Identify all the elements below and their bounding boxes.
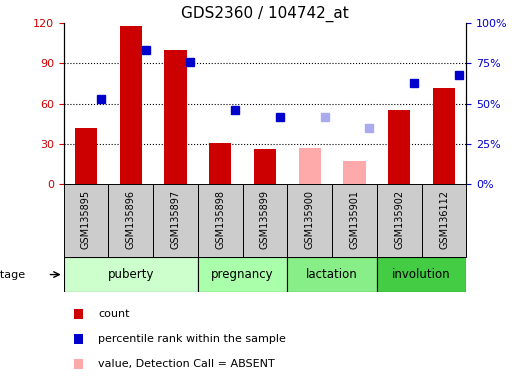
Bar [75, 128, 97, 184]
Text: GSM136112: GSM136112 [439, 190, 449, 249]
Bar [332, 184, 377, 257]
Bar [433, 88, 455, 184]
Text: GSM135897: GSM135897 [171, 190, 181, 249]
Bar [198, 257, 287, 292]
Bar [287, 184, 332, 257]
Bar [422, 184, 466, 257]
Bar [343, 161, 366, 184]
Text: GSM135900: GSM135900 [305, 190, 315, 249]
Bar [108, 184, 153, 257]
Bar [254, 149, 276, 184]
Text: pregnancy: pregnancy [211, 268, 274, 281]
Text: development stage: development stage [0, 270, 25, 280]
Title: GDS2360 / 104742_at: GDS2360 / 104742_at [181, 5, 349, 22]
Bar [298, 148, 321, 184]
Bar [377, 184, 422, 257]
Text: GSM135899: GSM135899 [260, 190, 270, 249]
Bar [64, 257, 198, 292]
Bar [153, 184, 198, 257]
Bar [377, 257, 466, 292]
Text: count: count [99, 310, 130, 319]
Text: puberty: puberty [108, 268, 154, 281]
Bar [243, 184, 287, 257]
Bar [64, 184, 108, 257]
Text: involution: involution [392, 268, 451, 281]
Bar [120, 26, 142, 184]
Bar [388, 111, 410, 184]
Text: lactation: lactation [306, 268, 358, 281]
Text: value, Detection Call = ABSENT: value, Detection Call = ABSENT [99, 359, 275, 369]
Bar [287, 257, 377, 292]
Text: percentile rank within the sample: percentile rank within the sample [99, 334, 286, 344]
Text: GSM135896: GSM135896 [126, 190, 136, 249]
Text: GSM135902: GSM135902 [394, 190, 404, 249]
Text: GSM135895: GSM135895 [81, 190, 91, 249]
Bar [209, 143, 232, 184]
Bar [164, 50, 187, 184]
Bar [198, 184, 243, 257]
Text: GSM135898: GSM135898 [215, 190, 225, 249]
Text: GSM135901: GSM135901 [349, 190, 359, 249]
